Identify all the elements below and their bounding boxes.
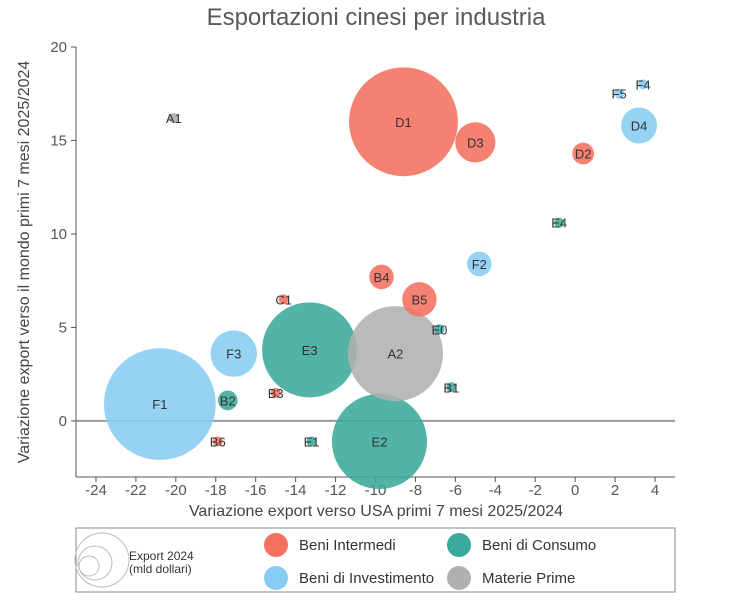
bubbles bbox=[103, 67, 658, 490]
bubble-d1 bbox=[349, 67, 458, 177]
bubble-label-b1: B1 bbox=[443, 380, 459, 395]
bubble-f1 bbox=[103, 348, 216, 460]
bubble-label-a2: A2 bbox=[388, 347, 404, 362]
bubble-label-d3: D3 bbox=[467, 135, 484, 150]
bubble-labels: F1 D1 E3 E2 A2 F3 D3 D4 B5 B4 F2 D2 B2 C1 B3 B6 E4 E0 B1 E1… bbox=[152, 77, 650, 449]
bubble-label-d1: D1 bbox=[395, 115, 412, 130]
legend-label: Materie Prime bbox=[482, 570, 575, 587]
bubble-label-b2: B2 bbox=[220, 393, 236, 408]
y-tick-label: 15 bbox=[50, 132, 67, 149]
legend: Export 2024 (mld dollari) Beni Intermedi… bbox=[74, 527, 676, 593]
legend-label: Beni Intermedi bbox=[299, 537, 396, 554]
x-tick-label: -12 bbox=[325, 482, 347, 499]
bubble-label-d4: D4 bbox=[631, 119, 648, 134]
x-tick-label: 0 bbox=[571, 482, 579, 499]
bubble-label-d2: D2 bbox=[575, 147, 592, 162]
bubble-label-b5: B5 bbox=[411, 292, 427, 307]
bubble-d3 bbox=[455, 122, 496, 163]
x-tick-label: -8 bbox=[409, 482, 422, 499]
x-tick-label: -20 bbox=[165, 482, 187, 499]
bubble-f5 bbox=[614, 88, 625, 99]
bubble-f3 bbox=[210, 330, 257, 377]
x-tick-label: 2 bbox=[611, 482, 619, 499]
y-tick-label: 10 bbox=[50, 226, 67, 243]
bubble-label-f5: F5 bbox=[612, 87, 627, 102]
size-legend-unit: (mld dollari) bbox=[129, 562, 192, 576]
bubble-b1 bbox=[446, 382, 457, 393]
bubble-label-f1: F1 bbox=[152, 397, 167, 412]
y-tick-label: 20 bbox=[50, 39, 67, 56]
y-ticks: 0 5 10 15 20 bbox=[50, 39, 76, 430]
size-legend-circle-large bbox=[74, 532, 130, 588]
x-tick-label: -22 bbox=[125, 482, 147, 499]
bubble-b3 bbox=[270, 387, 281, 398]
x-tick-label: -24 bbox=[85, 482, 107, 499]
x-tick-label: 4 bbox=[651, 482, 659, 499]
size-legend: Export 2024 (mld dollari) bbox=[74, 532, 194, 588]
bubble-label-e0: E0 bbox=[431, 322, 447, 337]
bubble-label-b6: B6 bbox=[210, 434, 226, 449]
x-tick-label: -14 bbox=[285, 482, 307, 499]
bubble-d2 bbox=[572, 142, 595, 165]
bubble-b6 bbox=[212, 436, 223, 447]
bubble-b5 bbox=[402, 282, 437, 317]
y-axis-label: Variazione export verso il mondo primi 7… bbox=[16, 61, 33, 464]
x-tick-label: -6 bbox=[449, 482, 462, 499]
x-tick-label: -16 bbox=[245, 482, 267, 499]
y-tick-label: 5 bbox=[59, 319, 67, 336]
bubble-b4 bbox=[369, 264, 394, 290]
bubble-label-c1: C1 bbox=[275, 292, 292, 307]
x-axis-label: Variazione export verso USA primi 7 mesi… bbox=[189, 503, 563, 520]
bubble-label-a1: A1 bbox=[166, 111, 182, 126]
bubble-d4 bbox=[621, 107, 658, 144]
bubble-label-f2: F2 bbox=[472, 257, 487, 272]
legend-label: Beni di Consumo bbox=[482, 537, 596, 554]
x-tick-label: -18 bbox=[205, 482, 227, 499]
legend-box bbox=[75, 527, 676, 593]
legend-label: Beni di Investimento bbox=[299, 570, 434, 587]
bubble-label-f3: F3 bbox=[226, 347, 241, 362]
legend-swatch bbox=[264, 533, 288, 557]
bubble-label-e1: E1 bbox=[304, 434, 320, 449]
bubble-label-b4: B4 bbox=[374, 270, 390, 285]
bubble-label-e2: E2 bbox=[372, 434, 388, 449]
size-legend-circle-small bbox=[78, 555, 100, 577]
bubble-f2 bbox=[467, 251, 492, 277]
series-legend: Beni Intermedi Beni di Consumo Beni di Inv… bbox=[264, 533, 596, 590]
y-tick-label: 0 bbox=[59, 413, 67, 430]
bubble-label-f4: F4 bbox=[635, 77, 650, 92]
size-legend-circle-medium bbox=[77, 545, 113, 581]
size-legend-title: Export 2024 bbox=[129, 549, 194, 563]
bubble-e0 bbox=[434, 324, 445, 335]
bubble-label-b3: B3 bbox=[268, 386, 284, 401]
bubble-e4 bbox=[554, 217, 565, 228]
bubble-e2 bbox=[331, 393, 428, 490]
bubble-e1 bbox=[306, 436, 317, 447]
x-ticks: -24 -22 -20 -18 -16 -14 -12 -10 -8 -6 -4 -2 0 2 4 bbox=[85, 477, 659, 499]
chart-title: Esportazioni cinesi per industria bbox=[207, 4, 546, 31]
legend-swatch bbox=[447, 533, 471, 557]
bubble-a1 bbox=[168, 113, 179, 124]
bubble-label-e3: E3 bbox=[302, 343, 318, 358]
legend-swatch bbox=[447, 566, 471, 590]
x-tick-label: -4 bbox=[489, 482, 502, 499]
bubble-label-e4: E4 bbox=[551, 216, 567, 231]
x-tick-label: -2 bbox=[529, 482, 542, 499]
bubble-b2 bbox=[217, 390, 238, 411]
legend-swatch bbox=[264, 566, 288, 590]
bubble-e3 bbox=[262, 302, 358, 398]
bubble-f4 bbox=[638, 79, 649, 90]
bubble-c1 bbox=[278, 294, 289, 305]
bubble-a2 bbox=[347, 306, 444, 402]
